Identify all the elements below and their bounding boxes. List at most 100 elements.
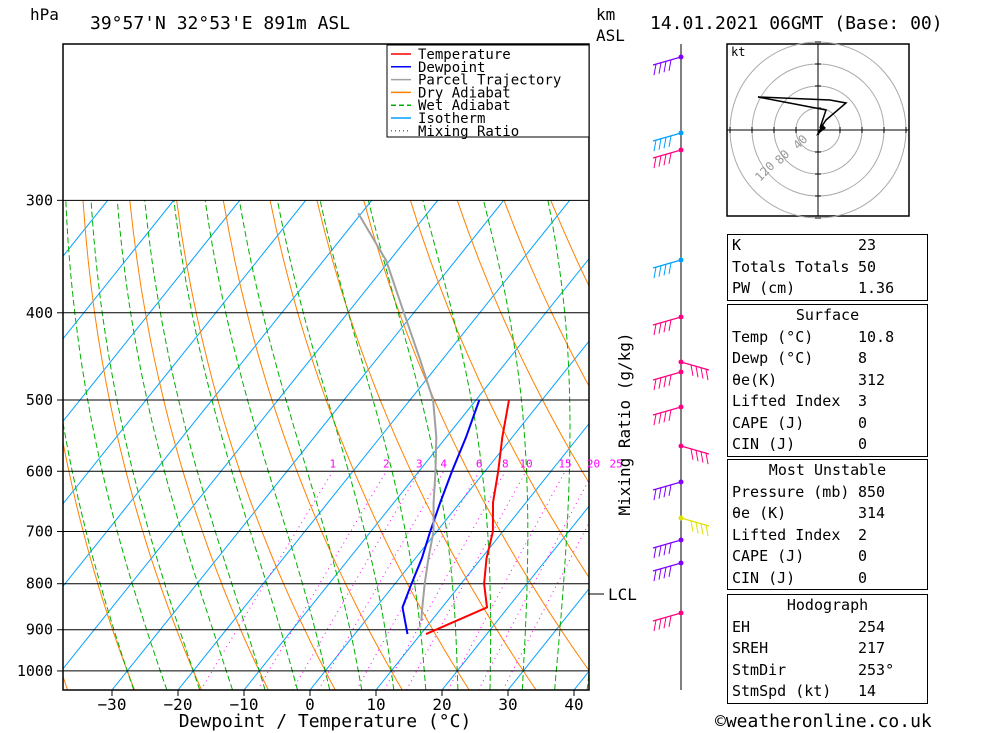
dry-adiabat-line [222, 200, 403, 690]
mixing-ratio-label: 20 [587, 457, 600, 470]
dry-adiabat-line [129, 200, 269, 690]
wind-barb-feather [653, 414, 657, 426]
wind-barb [652, 539, 682, 549]
wind-barb-feather [705, 369, 709, 381]
isotherm-line [507, 587, 589, 690]
wet-adiabat-line [144, 200, 266, 690]
dry-adiabat-line [972, 200, 1000, 690]
wind-barb-feather [668, 374, 672, 386]
temp-tick-label: 10 [366, 695, 385, 714]
wind-barb-feather [668, 152, 672, 164]
isotherm-line [375, 422, 589, 690]
surface-panel: Surface Temp (°C) 10.8 Dewp (°C) 8 θe(K) 31… [727, 304, 928, 457]
location-title: 39°57'N 32°53'E 891m ASL [90, 13, 350, 34]
surface-theta-row: θe(K) 312 [732, 370, 886, 389]
wet-adiabat-line [173, 200, 298, 690]
temp-tick-label: 30 [498, 695, 517, 714]
wind-barb-feather [668, 542, 672, 554]
pressure-tick-label: 900 [26, 621, 53, 639]
temperature-line [425, 399, 510, 636]
wind-barb [652, 371, 682, 381]
mixing-ratio-label: 10 [519, 457, 532, 470]
hodograph-unit-label: kt [731, 45, 745, 59]
wind-barb-feather [668, 565, 672, 577]
temp-tick-label: −20 [164, 695, 193, 714]
pressure-tick-label: 700 [26, 523, 53, 541]
wind-barb-feather [690, 520, 694, 532]
wind-barb-feather [663, 486, 667, 498]
hodo-eh-row: EH 254 [732, 617, 886, 636]
wet-adiabat-line [547, 200, 571, 690]
wind-barb-feather [663, 321, 667, 333]
wind-barb [652, 149, 682, 159]
dry-adiabat-line [316, 200, 537, 690]
wind-barb [652, 259, 682, 269]
dry-adiabat-line [269, 200, 470, 690]
wet-adiabat-line [63, 419, 135, 690]
mixing-ratio-label: 3 [416, 457, 423, 470]
most-unstable-title: Most Unstable [768, 461, 887, 479]
isotherm-line [0, 200, 42, 690]
dry-adiabat-line [176, 200, 336, 690]
wind-barb-feather [658, 377, 662, 389]
wet-adiabat-line [90, 200, 201, 690]
plot-frame [62, 43, 590, 691]
isotherm-line [243, 257, 589, 690]
mixing-ratio-line [292, 471, 420, 690]
wet-adiabat-line [483, 200, 529, 690]
wet-adiabat-line [422, 200, 492, 690]
pressure-tick-label: 300 [26, 191, 53, 209]
isotherm-line [177, 200, 571, 690]
isotherm-line [111, 200, 505, 690]
dry-adiabat-line [456, 200, 589, 484]
most-unstable-panel: Most Unstable Pressure (mb) 850 θe (K) 314… [727, 459, 928, 590]
hodo-stmspd-row: StmSpd (kt) 14 [732, 682, 877, 700]
wind-barb-feather [653, 489, 657, 501]
wind-barb-feather [668, 615, 672, 627]
indices-panel: K 23 Totals Totals 50 PW (cm) 1.36 [727, 234, 928, 301]
hodograph-table-title: Hodograph [786, 596, 869, 614]
wind-barb-feather [700, 367, 704, 379]
wind-barb-feather [653, 64, 657, 76]
isotherm-line [309, 340, 589, 690]
pressure-tick-label: 500 [26, 391, 53, 409]
wet-adiabat-line [116, 200, 234, 690]
wind-barb-feather [695, 366, 699, 378]
storm-motion-marker [816, 124, 826, 136]
wind-barb-feather [653, 157, 657, 169]
wind-barb-feather [663, 61, 667, 73]
isotherm-line [63, 200, 373, 588]
hodograph-panel: Hodograph EH 254 SREH 217 StmDir 253° StmSp… [727, 594, 928, 704]
isotherm-line [63, 200, 175, 340]
isotherm-line [63, 200, 307, 505]
wind-barb-feather [653, 570, 657, 582]
profile-lines [357, 212, 510, 636]
wind-barb-feather [653, 140, 657, 152]
pressure-tick-label: 400 [26, 304, 53, 322]
wet-adiabat-line [367, 200, 459, 690]
wind-barb-feather [653, 324, 657, 336]
mu-cape-row: CAPE (J) 0 [732, 547, 868, 565]
mu-cin-row: CIN (J) 0 [732, 568, 868, 587]
dry-adiabat-line [503, 200, 589, 388]
temp-tick-label: −10 [230, 695, 259, 714]
wind-barb-feather [653, 267, 657, 279]
wind-profile [652, 44, 710, 690]
copyright: ©weatheronline.co.uk [715, 711, 932, 732]
wind-barb [652, 562, 682, 572]
wind-barb-feather [658, 568, 662, 580]
surface-cape-row: CAPE (J) 0 [732, 413, 868, 432]
parcel-trajectory-line [357, 212, 438, 622]
mixing-ratio-label: 6 [476, 457, 483, 470]
temp-tick-label: 0 [305, 695, 315, 714]
mixing-ratio-line [502, 521, 589, 690]
wind-barb-feather [663, 567, 667, 579]
mixing-ratio-axis-title: Mixing Ratio (g/kg) [615, 332, 634, 515]
wind-barb-feather [668, 409, 672, 421]
dry-adiabat-line [82, 200, 202, 690]
hodo-stmdir-row: StmDir 253° [732, 660, 895, 679]
wet-adiabat-line [204, 200, 331, 690]
